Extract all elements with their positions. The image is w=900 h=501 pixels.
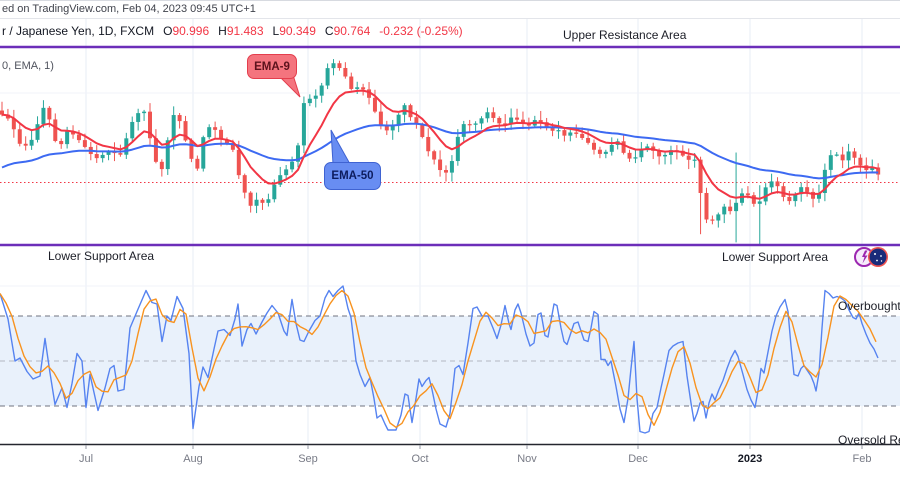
ema50-callout-bubble[interactable]: EMA-50 xyxy=(324,162,381,190)
change-value: -0.232 (-0.25%) xyxy=(379,24,463,38)
ema9-callout-text: EMA-9 xyxy=(254,60,290,73)
month-label-aug[interactable]: Aug xyxy=(183,453,203,465)
month-label-oct[interactable]: Oct xyxy=(411,453,429,465)
month-label-sep[interactable]: Sep xyxy=(298,453,318,465)
published-info-text: ed on TradingView.com, Feb 04, 2023 09:4… xyxy=(2,3,256,15)
ema9-callout-bubble[interactable]: EMA-9 xyxy=(247,54,297,79)
oversold-label: Oversold Re xyxy=(838,433,900,447)
aud-flag-icon[interactable] xyxy=(868,247,888,267)
month-label-nov[interactable]: Nov xyxy=(517,453,537,465)
lower-support-label-right[interactable]: Lower Support Area xyxy=(722,250,829,264)
ema50-callout-text: EMA-50 xyxy=(331,170,374,182)
lower-support-label-left[interactable]: Lower Support Area xyxy=(48,249,155,263)
ohlc-l: L90.349 xyxy=(272,24,316,38)
candlestick-series[interactable] xyxy=(0,59,881,244)
symbol-info-row[interactable]: r / Japanese Yen, 1D, FXCM O90.996 H91.483… xyxy=(2,24,463,38)
marker-icons[interactable] xyxy=(853,244,891,270)
overbought-label: Overbought xyxy=(838,299,900,313)
month-label-2023[interactable]: 2023 xyxy=(737,453,763,465)
indicator-legend-text[interactable]: 0, EMA, 1) xyxy=(2,60,54,72)
ohlc-values: O90.996 H91.483 L90.349 C90.764 xyxy=(163,24,379,38)
stoch-d-line[interactable] xyxy=(0,289,877,428)
month-label-feb[interactable]: Feb xyxy=(852,453,872,465)
ema-40-line[interactable] xyxy=(1,122,879,180)
ohlc-o: O90.996 xyxy=(163,24,210,38)
month-label-jul[interactable]: Jul xyxy=(78,453,94,465)
topbar-divider xyxy=(0,18,900,19)
ohlc-h: H91.483 xyxy=(218,24,264,38)
symbol-name[interactable]: r / Japanese Yen, 1D, FXCM xyxy=(2,24,155,38)
upper-resistance-label[interactable]: Upper Resistance Area xyxy=(563,28,687,42)
stoch-k-line[interactable] xyxy=(0,285,879,434)
ema-9-line[interactable] xyxy=(1,89,879,200)
ohlc-c: C90.764 xyxy=(324,24,371,38)
month-label-dec[interactable]: Dec xyxy=(628,453,648,465)
